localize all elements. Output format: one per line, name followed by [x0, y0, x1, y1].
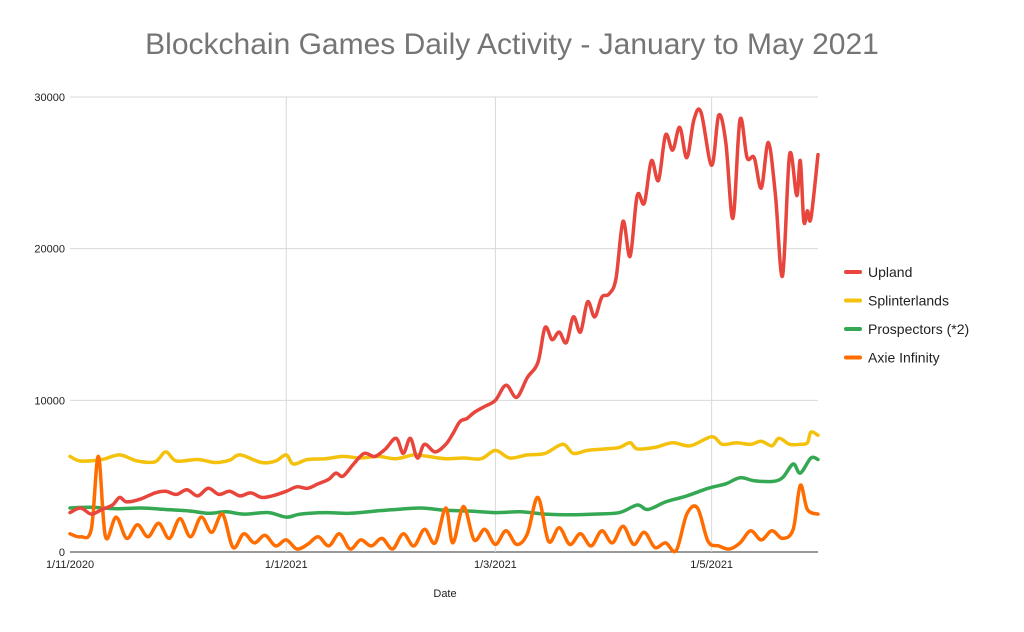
legend-item: Prospectors (*2) [844, 321, 969, 337]
y-tick-label: 10000 [34, 395, 65, 407]
series-lines [68, 107, 820, 554]
x-tick-label: 1/3/2021 [474, 559, 517, 571]
series-line-2 [68, 455, 820, 519]
legend: Upland Splinterlands Prospectors (*2) Axie … [844, 264, 969, 366]
chart-title: Blockchain Games Daily Activity - Januar… [145, 28, 879, 61]
x-axis-ticks: 1/11/2020 1/1/2021 1/3/2021 1/5/2021 [46, 559, 733, 571]
series-line-3 [68, 454, 820, 554]
legend-label: Upland [868, 264, 912, 280]
legend-item: Splinterlands [844, 293, 949, 309]
legend-label: Splinterlands [868, 293, 949, 309]
grid-lines [70, 96, 818, 553]
legend-item: Axie Infinity [844, 350, 940, 366]
x-tick-label: 1/1/2021 [265, 559, 308, 571]
legend-item: Upland [844, 264, 912, 280]
x-tick-label: 1/5/2021 [690, 559, 733, 571]
y-tick-label: 30000 [34, 92, 65, 104]
series-line-1 [68, 430, 820, 466]
y-tick-label: 0 [59, 547, 65, 559]
x-axis-label: Date [433, 588, 456, 600]
x-tick-label: 1/11/2020 [46, 559, 94, 571]
legend-label: Prospectors (*2) [868, 321, 969, 337]
series-line-0 [68, 107, 820, 516]
y-axis-ticks: 0 10000 20000 30000 [34, 92, 65, 559]
legend-label: Axie Infinity [868, 350, 940, 366]
y-tick-label: 20000 [34, 244, 65, 256]
